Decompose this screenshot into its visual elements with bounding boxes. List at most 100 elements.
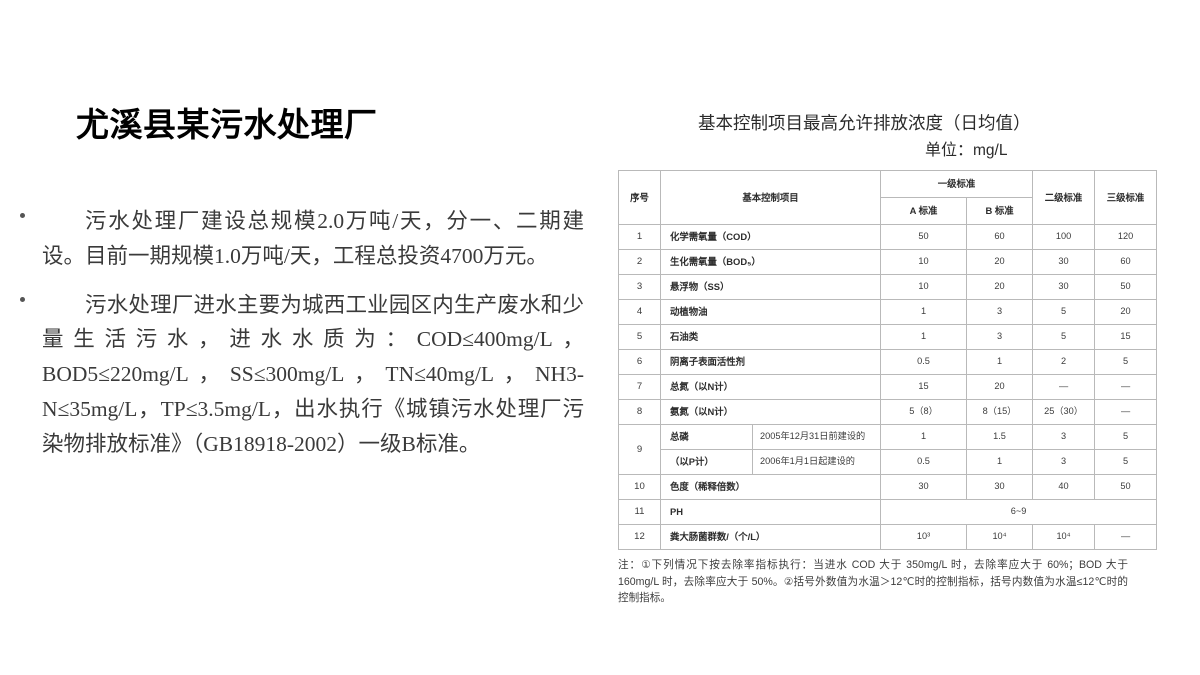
cell-item: 石油类 <box>659 324 882 350</box>
table-row: 1 化学需氧量（COD） 50 60 100 120 <box>618 224 1158 250</box>
cell-item: 粪大肠菌群数/（个/L） <box>659 524 882 550</box>
header-grade1-a: A 标准 <box>880 197 968 225</box>
cell-grade2: 3 <box>1032 449 1096 475</box>
header-item: 基本控制项目 <box>659 170 882 225</box>
cell-index: 2 <box>618 249 661 275</box>
cell-index: 1 <box>618 224 661 250</box>
cell-grade1-b: 60 <box>966 224 1034 250</box>
table-row: 6 阴离子表面活性剂 0.5 1 2 5 <box>618 349 1158 375</box>
cell-grade2: 25（30） <box>1032 399 1096 425</box>
bullet-dot-icon <box>20 213 25 219</box>
cell-index: 12 <box>618 524 661 550</box>
cell-grade3: 50 <box>1094 474 1158 500</box>
bullet-list: 污水处理厂建设总规模2.0万吨/天，分一、二期建设。目前一期规模1.0万吨/天，… <box>14 204 584 462</box>
cell-index: 5 <box>618 324 661 350</box>
table-row-ph: 11 PH 6~9 <box>618 499 1158 525</box>
table-row: 7 总氮（以N计） 15 20 — — <box>618 374 1158 400</box>
cell-grade1-b: 20 <box>966 374 1034 400</box>
cell-grade1-a: 15 <box>880 374 968 400</box>
cell-item: 悬浮物（SS） <box>659 274 882 300</box>
cell-grade1-a: 30 <box>880 474 968 500</box>
cell-index: 6 <box>618 349 661 375</box>
cell-grade3: 15 <box>1094 324 1158 350</box>
cell-grade1-b: 8（15） <box>966 399 1034 425</box>
table-footnote: 注：①下列情况下按去除率指标执行：当进水 COD 大于 350mg/L 时，去除… <box>618 559 1128 605</box>
cell-index: 8 <box>618 399 661 425</box>
cell-grade2: 30 <box>1032 249 1096 275</box>
cell-item: 色度（稀释倍数） <box>659 474 882 500</box>
cell-grade2: 40 <box>1032 474 1096 500</box>
cell-grade1-a: 10³ <box>880 524 968 550</box>
list-item: 污水处理厂进水主要为城西工业园区内生产废水和少量生活污水，进水水质为：COD≤4… <box>14 288 584 462</box>
table-row: 3 悬浮物（SS） 10 20 30 50 <box>618 274 1158 300</box>
bullet-dot-icon <box>20 296 25 302</box>
cell-grade1-a: 50 <box>880 224 968 250</box>
cell-grade1-b: 20 <box>966 249 1034 275</box>
table-row: 8 氨氮（以N计） 5（8） 8（15） 25（30） — <box>618 399 1158 425</box>
emission-limits-table: 序号 基本控制项目 一级标准 二级标准 三级标准 A 标准 B 标准 1 化学需… <box>618 170 1158 550</box>
cell-item: 总氮（以N计） <box>659 374 882 400</box>
table-header-row-top: 序号 基本控制项目 一级标准 二级标准 三级标准 <box>618 170 1158 225</box>
list-item: 污水处理厂建设总规模2.0万吨/天，分一、二期建设。目前一期规模1.0万吨/天，… <box>14 204 584 274</box>
cell-index: 10 <box>618 474 661 500</box>
cell-index: 3 <box>618 274 661 300</box>
cell-condition: 2006年1月1日起建设的 <box>751 449 882 475</box>
cell-index: 4 <box>618 299 661 325</box>
table-title: 基本控制项目最高允许排放浓度（日均值） <box>698 113 1031 133</box>
cell-condition: 2005年12月31日前建设的 <box>751 424 882 450</box>
header-grade3: 三级标准 <box>1094 170 1158 225</box>
cell-grade1-b: 1 <box>966 449 1034 475</box>
cell-grade1-b: 3 <box>966 299 1034 325</box>
table-row-phosphorus-pre2006: 9 总磷 2005年12月31日前建设的 1 1.5 3 5 <box>618 424 1158 475</box>
cell-index: 7 <box>618 374 661 400</box>
header-grade2: 二级标准 <box>1032 170 1096 225</box>
cell-grade3: 5 <box>1094 424 1158 450</box>
cell-grade1-b: 30 <box>966 474 1034 500</box>
header-grade1-b: B 标准 <box>966 197 1034 225</box>
cell-index: 11 <box>618 499 661 525</box>
cell-grade3: 5 <box>1094 349 1158 375</box>
cell-grade1-a: 1 <box>880 324 968 350</box>
cell-grade3: 5 <box>1094 449 1158 475</box>
cell-grade1-a: 10 <box>880 249 968 275</box>
cell-grade1-a: 5（8） <box>880 399 968 425</box>
cell-grade2: 100 <box>1032 224 1096 250</box>
cell-grade1-b: 3 <box>966 324 1034 350</box>
cell-grade2: — <box>1032 374 1096 400</box>
cell-grade1-b: 1.5 <box>966 424 1034 450</box>
table-row: 5 石油类 1 3 5 15 <box>618 324 1158 350</box>
cell-grade1-a: 10 <box>880 274 968 300</box>
header-grade1: 一级标准 <box>880 170 1034 198</box>
cell-grade2: 2 <box>1032 349 1096 375</box>
cell-grade3: — <box>1094 399 1158 425</box>
cell-grade1-b: 20 <box>966 274 1034 300</box>
cell-item: 化学需氧量（COD） <box>659 224 882 250</box>
unit-prefix: 单位： <box>925 142 974 159</box>
cell-item: 动植物油 <box>659 299 882 325</box>
cell-item-label-top: 总磷 <box>660 424 753 450</box>
cell-grade1-a: 0.5 <box>880 349 968 375</box>
unit-value: mg/L <box>973 142 1008 159</box>
header-index: 序号 <box>618 170 661 225</box>
page-title: 尤溪县某污水处理厂 <box>76 108 378 144</box>
cell-grade1-b: 1 <box>966 349 1034 375</box>
cell-grade2: 10⁴ <box>1032 524 1096 550</box>
bullet-text: 污水处理厂进水主要为城西工业园区内生产废水和少量生活污水，进水水质为：COD≤4… <box>42 292 584 456</box>
cell-item-label-bottom: （以P计） <box>660 449 753 475</box>
cell-grade3: 20 <box>1094 299 1158 325</box>
table-row: 4 动植物油 1 3 5 20 <box>618 299 1158 325</box>
table-row: 12 粪大肠菌群数/（个/L） 10³ 10⁴ 10⁴ — <box>618 524 1158 550</box>
cell-item: PH <box>659 499 882 525</box>
cell-grade3: 50 <box>1094 274 1158 300</box>
bullet-text: 污水处理厂建设总规模2.0万吨/天，分一、二期建设。目前一期规模1.0万吨/天，… <box>42 209 584 268</box>
table-row-phosphorus-post2006: （以P计） 2006年1月1日起建设的 0.5 1 3 5 <box>619 449 1158 475</box>
cell-index: 9 <box>618 424 661 475</box>
cell-grade1-a: 1 <box>880 424 968 450</box>
left-content-column: 尤溪县某污水处理厂 污水处理厂建设总规模2.0万吨/天，分一、二期建设。目前一期… <box>14 108 584 462</box>
cell-grade2: 5 <box>1032 299 1096 325</box>
cell-grade3: 60 <box>1094 249 1158 275</box>
table-row: 2 生化需氧量（BOD₅） 10 20 30 60 <box>618 249 1158 275</box>
table-unit-label: 单位：mg/L <box>925 136 1007 160</box>
cell-grade1-a: 1 <box>880 299 968 325</box>
cell-merged-value: 6~9 <box>880 499 1158 525</box>
